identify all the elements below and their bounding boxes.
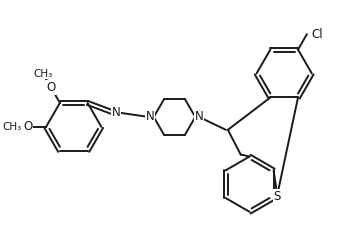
Text: O: O [24,120,33,133]
Text: O: O [46,81,56,94]
Text: CH₃: CH₃ [34,69,53,79]
Text: N: N [112,106,121,119]
Text: Cl: Cl [311,28,323,41]
Text: N: N [195,110,204,123]
Text: CH₃: CH₃ [3,122,22,132]
Text: N: N [145,110,154,123]
Text: S: S [274,189,281,202]
